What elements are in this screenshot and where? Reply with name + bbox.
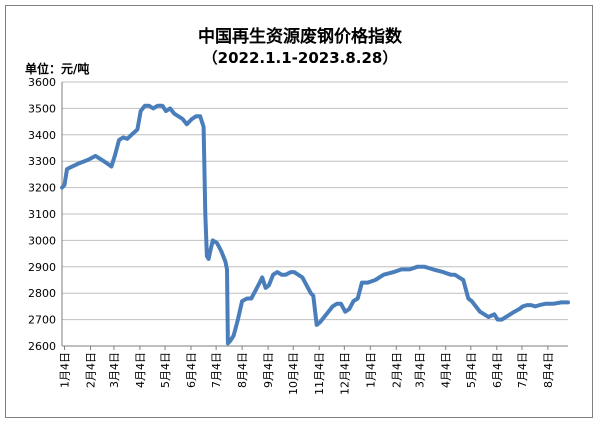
- y-tick-label: 3400: [28, 129, 56, 142]
- y-axis-unit-label: 单位：元/吨: [25, 62, 90, 76]
- x-tick-label: 2月4日: [390, 352, 403, 388]
- x-tick-label: 1月4日: [364, 352, 377, 388]
- y-tick-label: 3000: [28, 234, 56, 247]
- x-tick-label: 5月4日: [465, 352, 478, 388]
- x-tick-label: 9月4日: [262, 352, 275, 388]
- x-tick-label: 2月4日: [84, 352, 97, 388]
- x-tick-label: 6月4日: [491, 352, 504, 388]
- chart-subtitle: （2022.1.1-2023.8.28）: [202, 49, 398, 67]
- chart-title: 中国再生资源废钢价格指数: [198, 27, 402, 47]
- y-tick-label: 2600: [28, 340, 56, 353]
- x-tick-label: 8月4日: [542, 352, 555, 388]
- x-tick-label: 7月4日: [516, 352, 529, 388]
- y-tick-label: 3300: [28, 155, 56, 168]
- price-index-line: [60, 103, 570, 346]
- x-tick-label: 7月4日: [210, 352, 223, 388]
- y-tick-label: 3600: [28, 76, 56, 89]
- y-tick-label: 2700: [28, 314, 56, 327]
- chart-frame: [5, 5, 593, 418]
- y-tick-label: 3500: [28, 102, 56, 115]
- x-tick-label: 12月4日: [338, 352, 351, 395]
- y-tick-label: 2900: [28, 261, 56, 274]
- x-tick-label: 1月4日: [59, 352, 72, 388]
- y-tick-label: 2800: [28, 287, 56, 300]
- x-tick-label: 3月4日: [414, 352, 427, 388]
- x-tick-label: 8月4日: [236, 352, 249, 388]
- x-tick-label: 6月4日: [185, 352, 198, 388]
- y-tick-label: 3200: [28, 182, 56, 195]
- y-tick-label: 3100: [28, 208, 56, 221]
- x-tick-label: 10月4日: [287, 352, 300, 395]
- x-tick-label: 3月4日: [108, 352, 121, 388]
- x-tick-label: 4月4日: [134, 352, 147, 388]
- x-tick-label: 4月4日: [440, 352, 453, 388]
- x-tick-label: 11月4日: [313, 352, 326, 395]
- x-tick-label: 5月4日: [159, 352, 172, 388]
